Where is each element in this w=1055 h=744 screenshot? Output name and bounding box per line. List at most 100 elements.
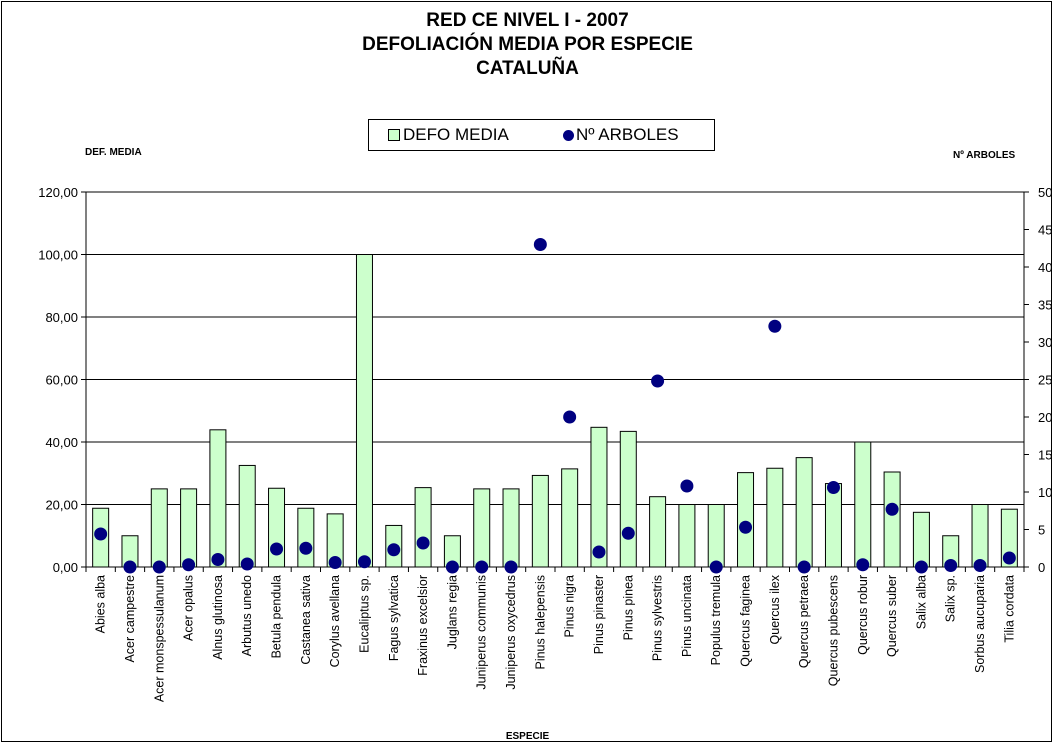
- bar: [473, 488, 491, 568]
- x-tick-label: Pinus halepensis: [533, 575, 547, 670]
- x-tick-label: Sorbus aucuparia: [973, 575, 987, 673]
- bar: [678, 504, 696, 568]
- x-tick-label: Castanea sativa: [299, 575, 313, 665]
- x-tick-label: Populus tremula: [709, 575, 723, 665]
- data-point: [621, 526, 635, 540]
- data-point: [651, 374, 665, 388]
- y2-axis-title: Nº ARBOLES: [953, 150, 1016, 161]
- bar: [238, 464, 256, 568]
- data-point: [328, 556, 342, 569]
- bar: [502, 488, 520, 568]
- y-tick-label: 0,00: [53, 560, 78, 575]
- x-tick-label: Acer monspessulanum: [152, 575, 166, 702]
- x-tick-label: Tilia cordata: [1002, 575, 1016, 643]
- x-tick-label: Abies alba: [94, 575, 108, 633]
- data-point: [1002, 551, 1016, 565]
- y-tick-label: 60,00: [45, 373, 78, 388]
- data-point: [123, 560, 137, 574]
- x-tick-label: Juglans regia: [445, 575, 459, 649]
- bar: [619, 430, 637, 568]
- x-tick-label: Salix alba: [914, 575, 928, 629]
- data-point: [94, 527, 108, 541]
- y-tick-label: 40,00: [45, 435, 78, 450]
- data-point: [416, 536, 430, 550]
- x-axis-title: ESPECIE: [505, 731, 550, 742]
- y2-tick-label: 50: [1038, 185, 1052, 200]
- bar: [531, 474, 549, 568]
- x-tick-label: Arbutus unedo: [240, 575, 254, 656]
- data-point: [563, 410, 577, 424]
- x-tick-label: Juniperus communis: [475, 575, 489, 690]
- x-tick-label: Quercus petraea: [797, 575, 811, 668]
- data-point: [885, 502, 899, 516]
- y2-tick-label: 25: [1038, 373, 1052, 388]
- x-tick-label: Salix sp.: [944, 575, 958, 622]
- chart-legend: DEFO MEDIA Nº ARBOLES: [368, 119, 715, 151]
- y-tick-label: 80,00: [45, 310, 78, 325]
- bar: [649, 496, 667, 568]
- chart-title-line-3: CATALUÑA: [476, 58, 579, 79]
- bar: [561, 468, 579, 568]
- y2-tick-label: 40: [1038, 260, 1052, 275]
- data-point: [739, 520, 753, 534]
- data-point: [914, 560, 928, 574]
- bar: [824, 483, 842, 568]
- x-tick-label: Pinus uncinata: [680, 575, 694, 657]
- legend-item-defo-media: DEFO MEDIA: [388, 125, 509, 145]
- data-point: [797, 560, 811, 574]
- data-point: [592, 545, 606, 559]
- bar: [590, 426, 608, 568]
- y-tick-label: 120,00: [38, 185, 78, 200]
- data-point: [445, 560, 459, 574]
- y2-tick-label: 0: [1038, 560, 1045, 575]
- x-tick-label: Fagus sylvatica: [387, 575, 401, 661]
- bar: [912, 511, 930, 568]
- y2-tick-label: 45: [1038, 223, 1052, 238]
- data-point: [240, 557, 254, 571]
- data-point: [973, 559, 987, 572]
- y2-tick-label: 20: [1038, 410, 1052, 425]
- data-point: [533, 238, 547, 251]
- data-point: [270, 542, 284, 556]
- x-tick-label: Corylus avellana: [328, 575, 342, 667]
- bar: [766, 467, 784, 568]
- x-tick-label: Alnus glutinosa: [211, 575, 225, 660]
- legend-label-defo-media: DEFO MEDIA: [403, 125, 509, 144]
- bar: [355, 254, 373, 568]
- data-point: [944, 559, 958, 572]
- x-tick-label: Pinus sylvestris: [651, 575, 665, 661]
- data-point: [182, 558, 196, 572]
- x-tick-label: Acer campestre: [123, 575, 137, 663]
- y2-tick-label: 10: [1038, 485, 1052, 500]
- y2-tick-label: 15: [1038, 448, 1052, 463]
- x-tick-label: Pinus pinaster: [592, 575, 606, 654]
- data-point: [211, 553, 225, 566]
- y2-tick-label: 35: [1038, 298, 1052, 313]
- x-tick-label: Quercus ilex: [768, 574, 782, 644]
- data-point: [299, 541, 313, 555]
- bar: [297, 507, 315, 568]
- legend-item-n-arboles: Nº ARBOLES: [563, 125, 679, 145]
- bar: [180, 488, 198, 568]
- y-tick-label: 20,00: [45, 498, 78, 513]
- bar: [795, 457, 813, 568]
- data-point: [357, 555, 371, 569]
- data-point: [680, 479, 694, 493]
- bar: [209, 429, 227, 568]
- bar: [150, 488, 168, 568]
- bar: [854, 441, 872, 568]
- bar: [737, 472, 755, 568]
- bar: [971, 504, 989, 568]
- legend-marker-dot: [563, 129, 574, 141]
- chart-title-line-1: RED CE NIVEL I - 2007: [426, 10, 629, 31]
- data-point: [856, 558, 870, 572]
- y-tick-label: 100,00: [38, 248, 78, 263]
- x-tick-label: Fraxinus excelsior: [416, 575, 430, 676]
- data-point: [475, 560, 489, 574]
- data-point: [826, 481, 840, 494]
- y2-tick-label: 5: [1038, 523, 1045, 538]
- data-point: [768, 319, 782, 333]
- data-point: [709, 560, 723, 574]
- x-tick-label: Quercus robur: [856, 575, 870, 655]
